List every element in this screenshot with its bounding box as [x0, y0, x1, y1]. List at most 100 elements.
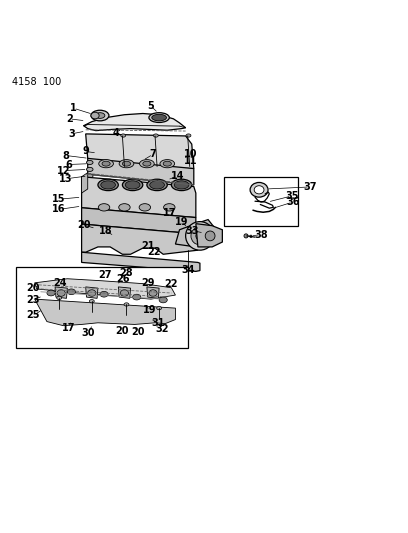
Ellipse shape — [133, 294, 141, 300]
Ellipse shape — [119, 159, 134, 168]
Ellipse shape — [124, 303, 129, 306]
Ellipse shape — [254, 185, 264, 194]
Text: 17: 17 — [162, 208, 176, 217]
Polygon shape — [86, 287, 98, 298]
Text: 6: 6 — [65, 159, 72, 169]
Polygon shape — [175, 220, 216, 247]
Ellipse shape — [163, 161, 171, 166]
Text: 36: 36 — [286, 197, 300, 207]
Text: 30: 30 — [81, 328, 95, 338]
Text: 19: 19 — [175, 216, 188, 227]
Ellipse shape — [244, 234, 248, 238]
Ellipse shape — [102, 161, 110, 166]
Ellipse shape — [57, 290, 65, 296]
Text: 22: 22 — [147, 247, 161, 257]
Text: 17: 17 — [62, 322, 75, 333]
Polygon shape — [82, 173, 88, 193]
Text: 10: 10 — [184, 149, 198, 159]
Bar — [16, 266, 188, 348]
Ellipse shape — [86, 174, 93, 178]
Text: 14: 14 — [171, 171, 184, 181]
Polygon shape — [82, 252, 200, 271]
Ellipse shape — [88, 290, 96, 296]
Text: 37: 37 — [303, 182, 317, 192]
Ellipse shape — [159, 297, 167, 303]
Text: 23: 23 — [27, 295, 40, 305]
Ellipse shape — [150, 181, 164, 189]
Ellipse shape — [157, 306, 162, 310]
Text: 33: 33 — [186, 225, 200, 236]
Ellipse shape — [101, 181, 115, 189]
Text: 29: 29 — [141, 278, 155, 288]
Text: 24: 24 — [53, 278, 67, 288]
Ellipse shape — [149, 290, 157, 296]
Ellipse shape — [250, 182, 268, 197]
Ellipse shape — [100, 292, 108, 297]
Bar — [224, 177, 298, 225]
Ellipse shape — [67, 289, 75, 295]
Ellipse shape — [99, 159, 113, 168]
Ellipse shape — [57, 296, 62, 300]
Ellipse shape — [164, 204, 175, 211]
Text: 22: 22 — [164, 279, 178, 289]
Text: 5: 5 — [148, 101, 154, 111]
Text: 12: 12 — [56, 166, 70, 175]
Text: 4158  100: 4158 100 — [12, 77, 62, 87]
Ellipse shape — [205, 231, 215, 241]
Ellipse shape — [91, 110, 109, 121]
Text: 4: 4 — [113, 128, 120, 138]
Text: 19: 19 — [143, 305, 157, 315]
Text: 3: 3 — [68, 129, 75, 139]
Ellipse shape — [91, 112, 99, 119]
Text: 27: 27 — [98, 270, 112, 280]
Polygon shape — [86, 134, 194, 168]
Ellipse shape — [171, 179, 192, 191]
Text: 28: 28 — [119, 269, 133, 278]
Text: 38: 38 — [254, 230, 268, 240]
Text: 21: 21 — [141, 241, 155, 251]
Text: 20: 20 — [77, 220, 91, 230]
Text: 26: 26 — [116, 274, 130, 284]
Ellipse shape — [191, 227, 209, 245]
Text: 13: 13 — [59, 174, 73, 184]
Text: 1: 1 — [70, 103, 77, 113]
Ellipse shape — [98, 179, 118, 191]
Ellipse shape — [86, 167, 93, 172]
Text: 11: 11 — [184, 156, 198, 166]
Ellipse shape — [186, 222, 214, 250]
Polygon shape — [35, 299, 175, 326]
Ellipse shape — [153, 134, 158, 137]
Ellipse shape — [122, 161, 131, 166]
Ellipse shape — [140, 159, 154, 168]
Polygon shape — [84, 114, 186, 131]
Ellipse shape — [147, 179, 167, 191]
Ellipse shape — [152, 114, 166, 121]
Ellipse shape — [86, 180, 93, 184]
Text: 7: 7 — [150, 149, 156, 159]
Text: 20: 20 — [27, 282, 40, 293]
Ellipse shape — [98, 204, 110, 211]
Polygon shape — [82, 177, 196, 217]
Text: 32: 32 — [155, 324, 169, 334]
Ellipse shape — [125, 181, 140, 189]
Ellipse shape — [47, 290, 55, 296]
Ellipse shape — [250, 235, 252, 238]
Ellipse shape — [95, 112, 105, 118]
Ellipse shape — [122, 179, 143, 191]
Text: 25: 25 — [27, 310, 40, 320]
Polygon shape — [147, 287, 159, 298]
Ellipse shape — [160, 159, 175, 168]
Text: 18: 18 — [98, 225, 112, 236]
Text: 15: 15 — [52, 194, 66, 204]
Text: 2: 2 — [66, 114, 73, 124]
Ellipse shape — [120, 290, 129, 296]
Ellipse shape — [174, 181, 189, 189]
Text: 34: 34 — [182, 265, 195, 275]
Polygon shape — [82, 224, 198, 254]
Polygon shape — [118, 287, 131, 298]
Polygon shape — [88, 158, 194, 185]
Text: 20: 20 — [131, 327, 145, 337]
Ellipse shape — [139, 204, 151, 211]
Text: 16: 16 — [52, 204, 66, 214]
Ellipse shape — [89, 300, 94, 303]
